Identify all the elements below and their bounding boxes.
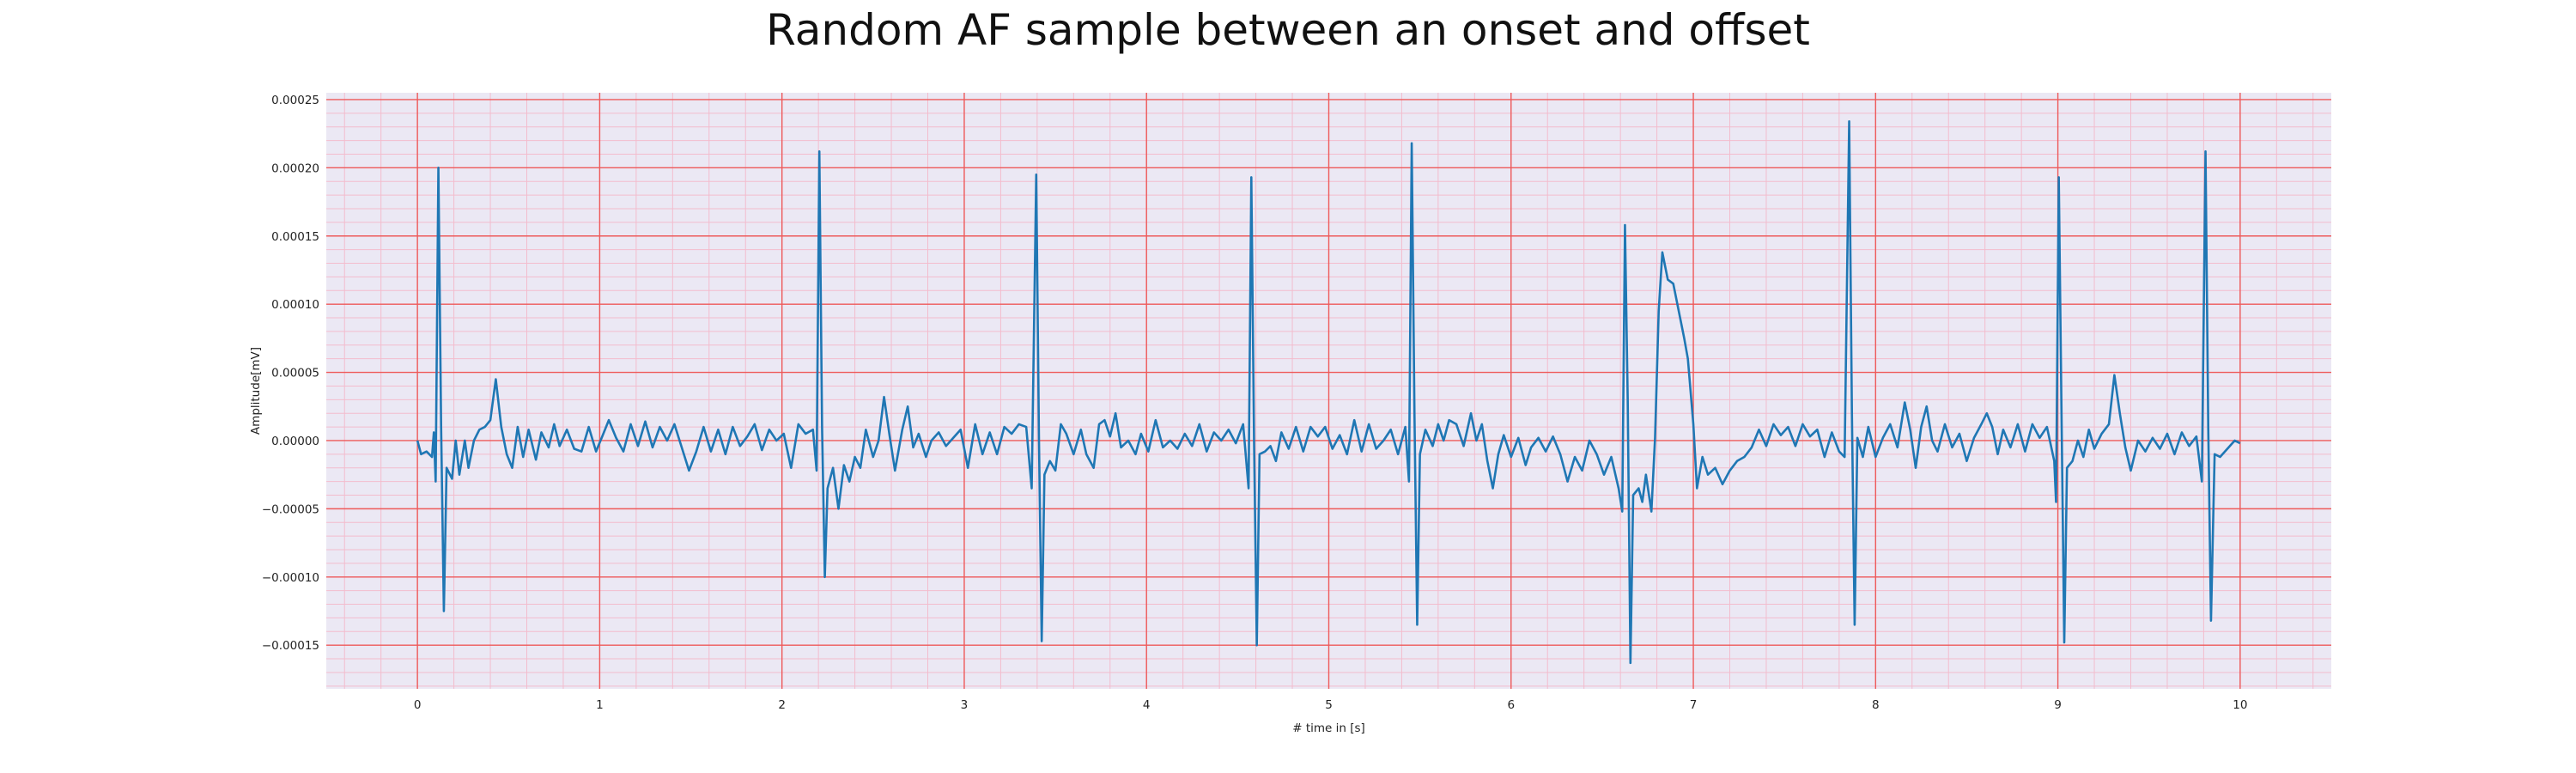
chart-title: Random AF sample between an onset and of…: [766, 5, 1810, 55]
y-axis-label: Amplitude[mV]: [249, 347, 263, 435]
y-tick-label: −0.00005: [262, 502, 319, 516]
y-tick-label: −0.00010: [262, 571, 319, 585]
y-tick-label: −0.00015: [262, 639, 319, 653]
x-tick-label: 5: [1325, 698, 1333, 712]
x-tick-label: 10: [2233, 698, 2247, 712]
y-tick-label: 0.00015: [271, 230, 319, 244]
y-tick-label: 0.00005: [271, 367, 319, 380]
x-tick-label: 9: [2054, 698, 2062, 712]
x-tick-label: 2: [778, 698, 786, 712]
x-tick-label: 3: [961, 698, 969, 712]
x-tick-label: 0: [414, 698, 422, 712]
signal-line-series: [416, 120, 2241, 665]
x-axis-label: # time in [s]: [1292, 721, 1365, 735]
y-tick-label: 0.00020: [271, 161, 319, 175]
x-axis-ticks: 0 1 2 3 4 5 6 7 8 9 10: [414, 698, 2248, 712]
x-tick-label: 6: [1507, 698, 1515, 712]
x-tick-label: 7: [1690, 698, 1698, 712]
y-tick-label: 0.00025: [271, 94, 319, 107]
x-tick-label: 1: [596, 698, 604, 712]
y-tick-label: 0.00010: [271, 298, 319, 312]
x-tick-label: 8: [1872, 698, 1880, 712]
y-tick-label: 0.00000: [271, 435, 319, 448]
y-axis-ticks: −0.00015 −0.00010 −0.00005 0.00000 0.00005 0.…: [262, 94, 319, 653]
x-tick-label: 4: [1143, 698, 1151, 712]
